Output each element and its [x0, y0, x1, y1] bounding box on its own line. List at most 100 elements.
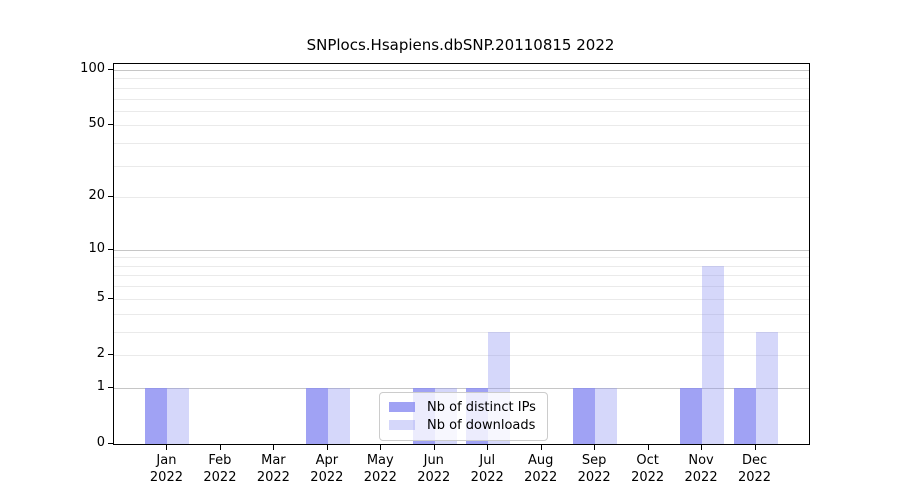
gridline-minor	[114, 110, 809, 112]
x-tick-year: 2022	[363, 470, 397, 485]
gridline-minor	[114, 78, 809, 80]
downloads-swatch-icon	[389, 420, 415, 430]
y-tick-label: 20	[88, 188, 105, 204]
x-tick-label-jun: Jun 2022	[399, 452, 469, 486]
x-axis-tick-mark	[487, 445, 489, 450]
x-axis-tick-mark	[273, 445, 275, 450]
legend-label-downloads: Nb of downloads	[427, 417, 536, 433]
x-tick-month: Jun	[423, 453, 444, 468]
y-axis-tick-mark	[108, 196, 113, 198]
distinct-ips-swatch-icon	[389, 402, 415, 412]
x-tick-month: Feb	[208, 453, 232, 468]
x-tick-year: 2022	[149, 470, 183, 485]
gridline-minor	[114, 197, 809, 199]
x-tick-year: 2022	[470, 470, 504, 485]
gridline-major	[114, 70, 809, 71]
x-axis-tick-mark	[380, 445, 382, 450]
legend-item-distinct-ips: Nb of distinct IPs	[389, 398, 536, 416]
y-axis-tick-mark	[108, 124, 113, 126]
y-tick-label: 100	[80, 61, 105, 76]
gridline-minor	[114, 298, 809, 300]
legend-label-distinct-ips: Nb of distinct IPs	[427, 399, 536, 415]
bar-distinct-ips-dec	[733, 387, 756, 444]
bar-distinct-ips-sep	[573, 387, 596, 444]
x-axis-tick-mark	[754, 445, 756, 450]
x-axis-tick-mark	[219, 445, 221, 450]
x-tick-label-mar: Mar 2022	[238, 452, 308, 486]
gridline-minor	[114, 165, 809, 167]
x-tick-month: Oct	[636, 453, 659, 468]
y-axis-tick-mark	[108, 443, 113, 444]
y-axis-tick-mark	[108, 69, 113, 70]
x-tick-year: 2022	[684, 470, 718, 485]
plot-area: Nb of distinct IPs Nb of downloads	[113, 63, 810, 445]
gridline-minor	[114, 265, 809, 267]
x-tick-year: 2022	[577, 470, 611, 485]
x-tick-label-sep: Sep 2022	[559, 452, 629, 486]
gridline-minor	[114, 143, 809, 145]
x-tick-year: 2022	[203, 470, 237, 485]
x-axis-tick-mark	[326, 445, 328, 450]
x-tick-month: May	[366, 453, 394, 468]
y-axis-tick-mark	[108, 297, 113, 299]
gridline-major	[114, 387, 809, 389]
x-tick-month: Jan	[156, 453, 177, 468]
y-axis-tick-mark	[108, 386, 113, 388]
x-tick-year: 2022	[631, 470, 665, 485]
gridline-minor	[114, 286, 809, 288]
gridline-minor	[114, 98, 809, 100]
x-tick-label-aug: Aug 2022	[506, 452, 576, 486]
y-axis-tick-mark	[108, 353, 113, 355]
gridline-minor	[114, 275, 809, 277]
x-tick-month: Nov	[688, 453, 714, 468]
x-tick-month: Mar	[261, 453, 286, 468]
x-tick-month: Dec	[741, 453, 768, 468]
gridline-minor	[114, 354, 809, 356]
x-axis-tick-mark	[540, 445, 542, 450]
bar-downloads-apr	[327, 387, 350, 444]
bar-downloads-dec	[755, 331, 778, 444]
x-axis-tick-mark	[166, 445, 168, 450]
legend: Nb of distinct IPs Nb of downloads	[379, 392, 548, 441]
legend-item-downloads: Nb of downloads	[389, 416, 536, 434]
bar-downloads-jan	[167, 387, 190, 444]
x-tick-month: Aug	[527, 453, 554, 468]
y-tick-label: 50	[88, 116, 105, 132]
x-tick-label-feb: Feb 2022	[185, 452, 255, 486]
x-axis-tick-mark	[594, 445, 596, 450]
x-tick-month: Sep	[581, 453, 607, 468]
y-tick-label: 0	[96, 435, 105, 450]
x-tick-month: Jul	[479, 453, 496, 468]
bar-downloads-sep	[595, 387, 618, 444]
x-tick-year: 2022	[524, 470, 558, 485]
y-axis-tick-mark	[108, 248, 113, 250]
x-tick-label-apr: Apr 2022	[292, 452, 362, 486]
x-tick-year: 2022	[310, 470, 344, 485]
x-axis-tick-mark	[433, 445, 435, 450]
x-tick-label-jul: Jul 2022	[452, 452, 522, 486]
gridline-minor	[114, 125, 809, 127]
bar-distinct-ips-jan	[145, 387, 168, 444]
bar-downloads-nov	[702, 265, 725, 444]
y-tick-label: 1	[96, 378, 105, 394]
y-tick-label: 2	[96, 345, 105, 361]
x-tick-label-jan: Jan 2022	[131, 452, 201, 486]
gridline-minor	[114, 257, 809, 259]
x-tick-year: 2022	[737, 470, 772, 485]
bar-distinct-ips-nov	[680, 387, 703, 444]
y-tick-label: 5	[96, 289, 105, 305]
bar-distinct-ips-apr	[305, 387, 328, 444]
gridline-minor	[114, 87, 809, 89]
x-tick-month: Apr	[315, 453, 339, 468]
x-tick-label-dec: Dec 2022	[720, 452, 790, 486]
gridline-minor	[114, 313, 809, 315]
x-axis-tick-mark	[647, 445, 649, 450]
x-tick-label-nov: Nov 2022	[666, 452, 736, 486]
chart-title: SNPlocs.Hsapiens.dbSNP.20110815 2022	[306, 36, 615, 54]
x-tick-year: 2022	[256, 470, 290, 485]
gridline-major	[114, 249, 809, 251]
gridline-minor	[114, 331, 809, 333]
x-tick-year: 2022	[417, 470, 451, 485]
y-tick-label: 10	[88, 240, 105, 256]
